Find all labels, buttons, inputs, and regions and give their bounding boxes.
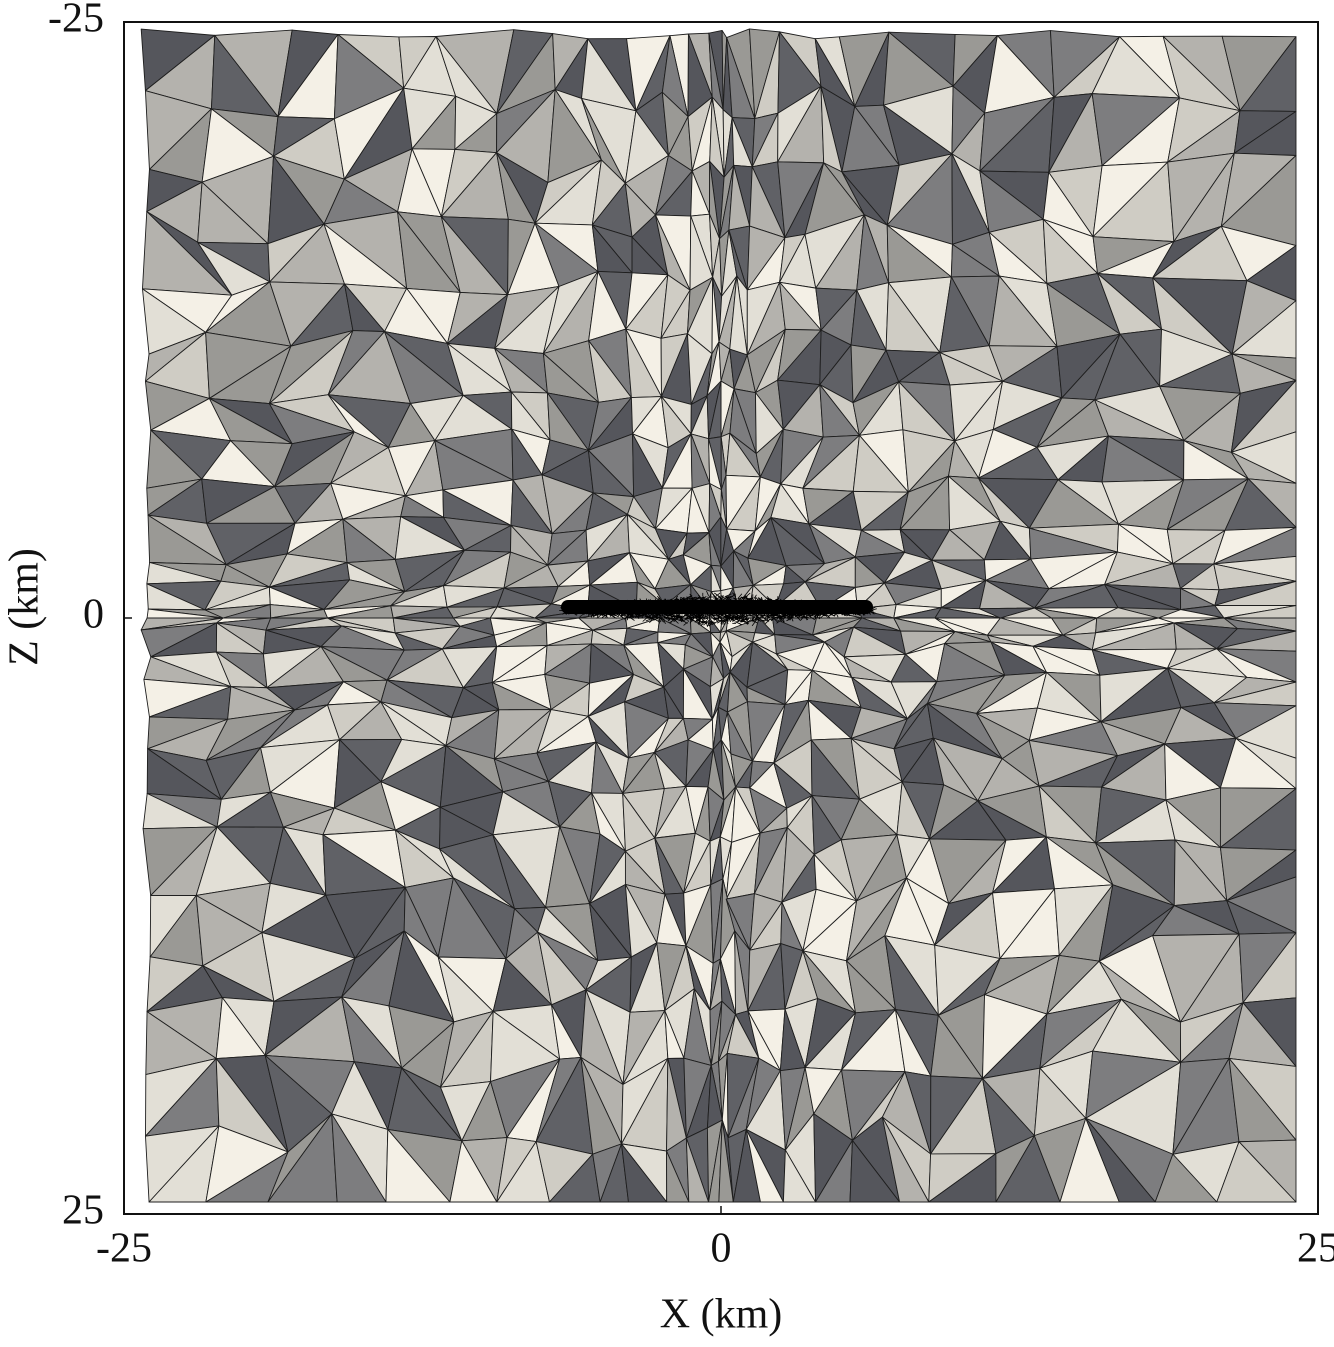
mesh <box>140 28 1297 1203</box>
mesh-cell <box>666 1150 690 1203</box>
mesh-cell <box>849 1139 901 1203</box>
mesh-cell <box>449 1140 498 1203</box>
x-axis-label: X (km) <box>660 1292 782 1338</box>
mesh-cell <box>621 1143 668 1203</box>
x-tick-label: 0 <box>711 1226 732 1272</box>
y-tick-label: 25 <box>62 1188 104 1234</box>
y-tick-label: -25 <box>48 0 104 42</box>
mesh-cell <box>745 1128 784 1203</box>
mesh-cell <box>1154 1153 1218 1203</box>
mesh-cell <box>881 1116 930 1203</box>
x-tick-label: -25 <box>96 1226 152 1272</box>
mesh-cell <box>331 1113 387 1203</box>
y-axis-label: Z (km) <box>2 548 48 666</box>
mesh-cell <box>1216 1141 1297 1203</box>
mesh-cell <box>685 1137 709 1203</box>
x-tick-label: 25 <box>1297 1226 1334 1272</box>
y-tick-label: 0 <box>83 592 104 638</box>
mesh-cell <box>782 1149 816 1203</box>
mesh-cell <box>718 1119 734 1203</box>
mesh-cell <box>385 1128 451 1203</box>
mesh-cell <box>1085 1117 1156 1203</box>
